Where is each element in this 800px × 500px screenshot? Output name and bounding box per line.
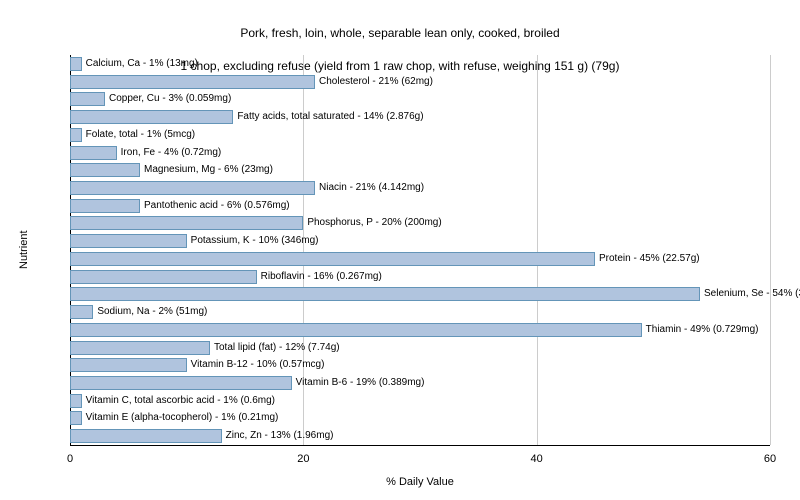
nutrient-bar	[70, 75, 315, 89]
nutrient-bar-label: Potassium, K - 10% (346mg)	[191, 234, 319, 248]
nutrient-bar-label: Riboflavin - 16% (0.267mg)	[261, 270, 382, 284]
x-tick-label: 20	[297, 453, 309, 465]
x-tick-label: 60	[764, 453, 776, 465]
nutrient-bar-label: Folate, total - 1% (5mcg)	[86, 128, 195, 142]
chart-title-line1: Pork, fresh, loin, whole, separable lean…	[240, 26, 559, 40]
nutrient-bar	[70, 146, 117, 160]
nutrient-bar-label: Vitamin E (alpha-tocopherol) - 1% (0.21m…	[86, 411, 279, 425]
y-axis-label: Nutrient	[18, 55, 30, 445]
chart-container: Pork, fresh, loin, whole, separable lean…	[0, 0, 800, 500]
nutrient-bar	[70, 181, 315, 195]
plot-area: 0204060Calcium, Ca - 1% (13mg)Cholestero…	[70, 55, 770, 446]
gridline	[537, 55, 538, 445]
nutrient-bar	[70, 411, 82, 425]
nutrient-bar	[70, 57, 82, 71]
nutrient-bar	[70, 163, 140, 177]
nutrient-bar	[70, 216, 303, 230]
nutrient-bar	[70, 128, 82, 142]
nutrient-bar-label: Vitamin B-6 - 19% (0.389mg)	[296, 376, 425, 390]
nutrient-bar-label: Iron, Fe - 4% (0.72mg)	[121, 146, 222, 160]
nutrient-bar-label: Cholesterol - 21% (62mg)	[319, 75, 433, 89]
nutrient-bar	[70, 92, 105, 106]
nutrient-bar-label: Niacin - 21% (4.142mg)	[319, 181, 424, 195]
gridline	[770, 55, 771, 445]
nutrient-bar-label: Protein - 45% (22.57g)	[599, 252, 700, 266]
nutrient-bar-label: Selenium, Se - 54% (38.1mcg)	[704, 287, 800, 301]
x-axis-label: % Daily Value	[70, 476, 770, 488]
nutrient-bar	[70, 199, 140, 213]
nutrient-bar-label: Copper, Cu - 3% (0.059mg)	[109, 92, 231, 106]
nutrient-bar-label: Magnesium, Mg - 6% (23mg)	[144, 163, 273, 177]
nutrient-bar-label: Fatty acids, total saturated - 14% (2.87…	[237, 110, 423, 124]
nutrient-bar-label: Vitamin C, total ascorbic acid - 1% (0.6…	[86, 394, 275, 408]
nutrient-bar-label: Calcium, Ca - 1% (13mg)	[86, 57, 198, 71]
nutrient-bar	[70, 234, 187, 248]
nutrient-bar-label: Total lipid (fat) - 12% (7.74g)	[214, 341, 340, 355]
nutrient-bar	[70, 270, 257, 284]
nutrient-bar-label: Zinc, Zn - 13% (1.96mg)	[226, 429, 334, 443]
nutrient-bar	[70, 394, 82, 408]
nutrient-bar	[70, 341, 210, 355]
nutrient-bar	[70, 287, 700, 301]
nutrient-bar-label: Pantothenic acid - 6% (0.576mg)	[144, 199, 290, 213]
nutrient-bar	[70, 252, 595, 266]
nutrient-bar-label: Thiamin - 49% (0.729mg)	[646, 323, 759, 337]
nutrient-bar	[70, 358, 187, 372]
nutrient-bar	[70, 429, 222, 443]
x-tick-label: 40	[531, 453, 543, 465]
nutrient-bar	[70, 376, 292, 390]
nutrient-bar	[70, 323, 642, 337]
nutrient-bar	[70, 110, 233, 124]
nutrient-bar-label: Sodium, Na - 2% (51mg)	[97, 305, 207, 319]
nutrient-bar-label: Vitamin B-12 - 10% (0.57mcg)	[191, 358, 325, 372]
nutrient-bar	[70, 305, 93, 319]
nutrient-bar-label: Phosphorus, P - 20% (200mg)	[307, 216, 441, 230]
x-tick-label: 0	[67, 453, 73, 465]
